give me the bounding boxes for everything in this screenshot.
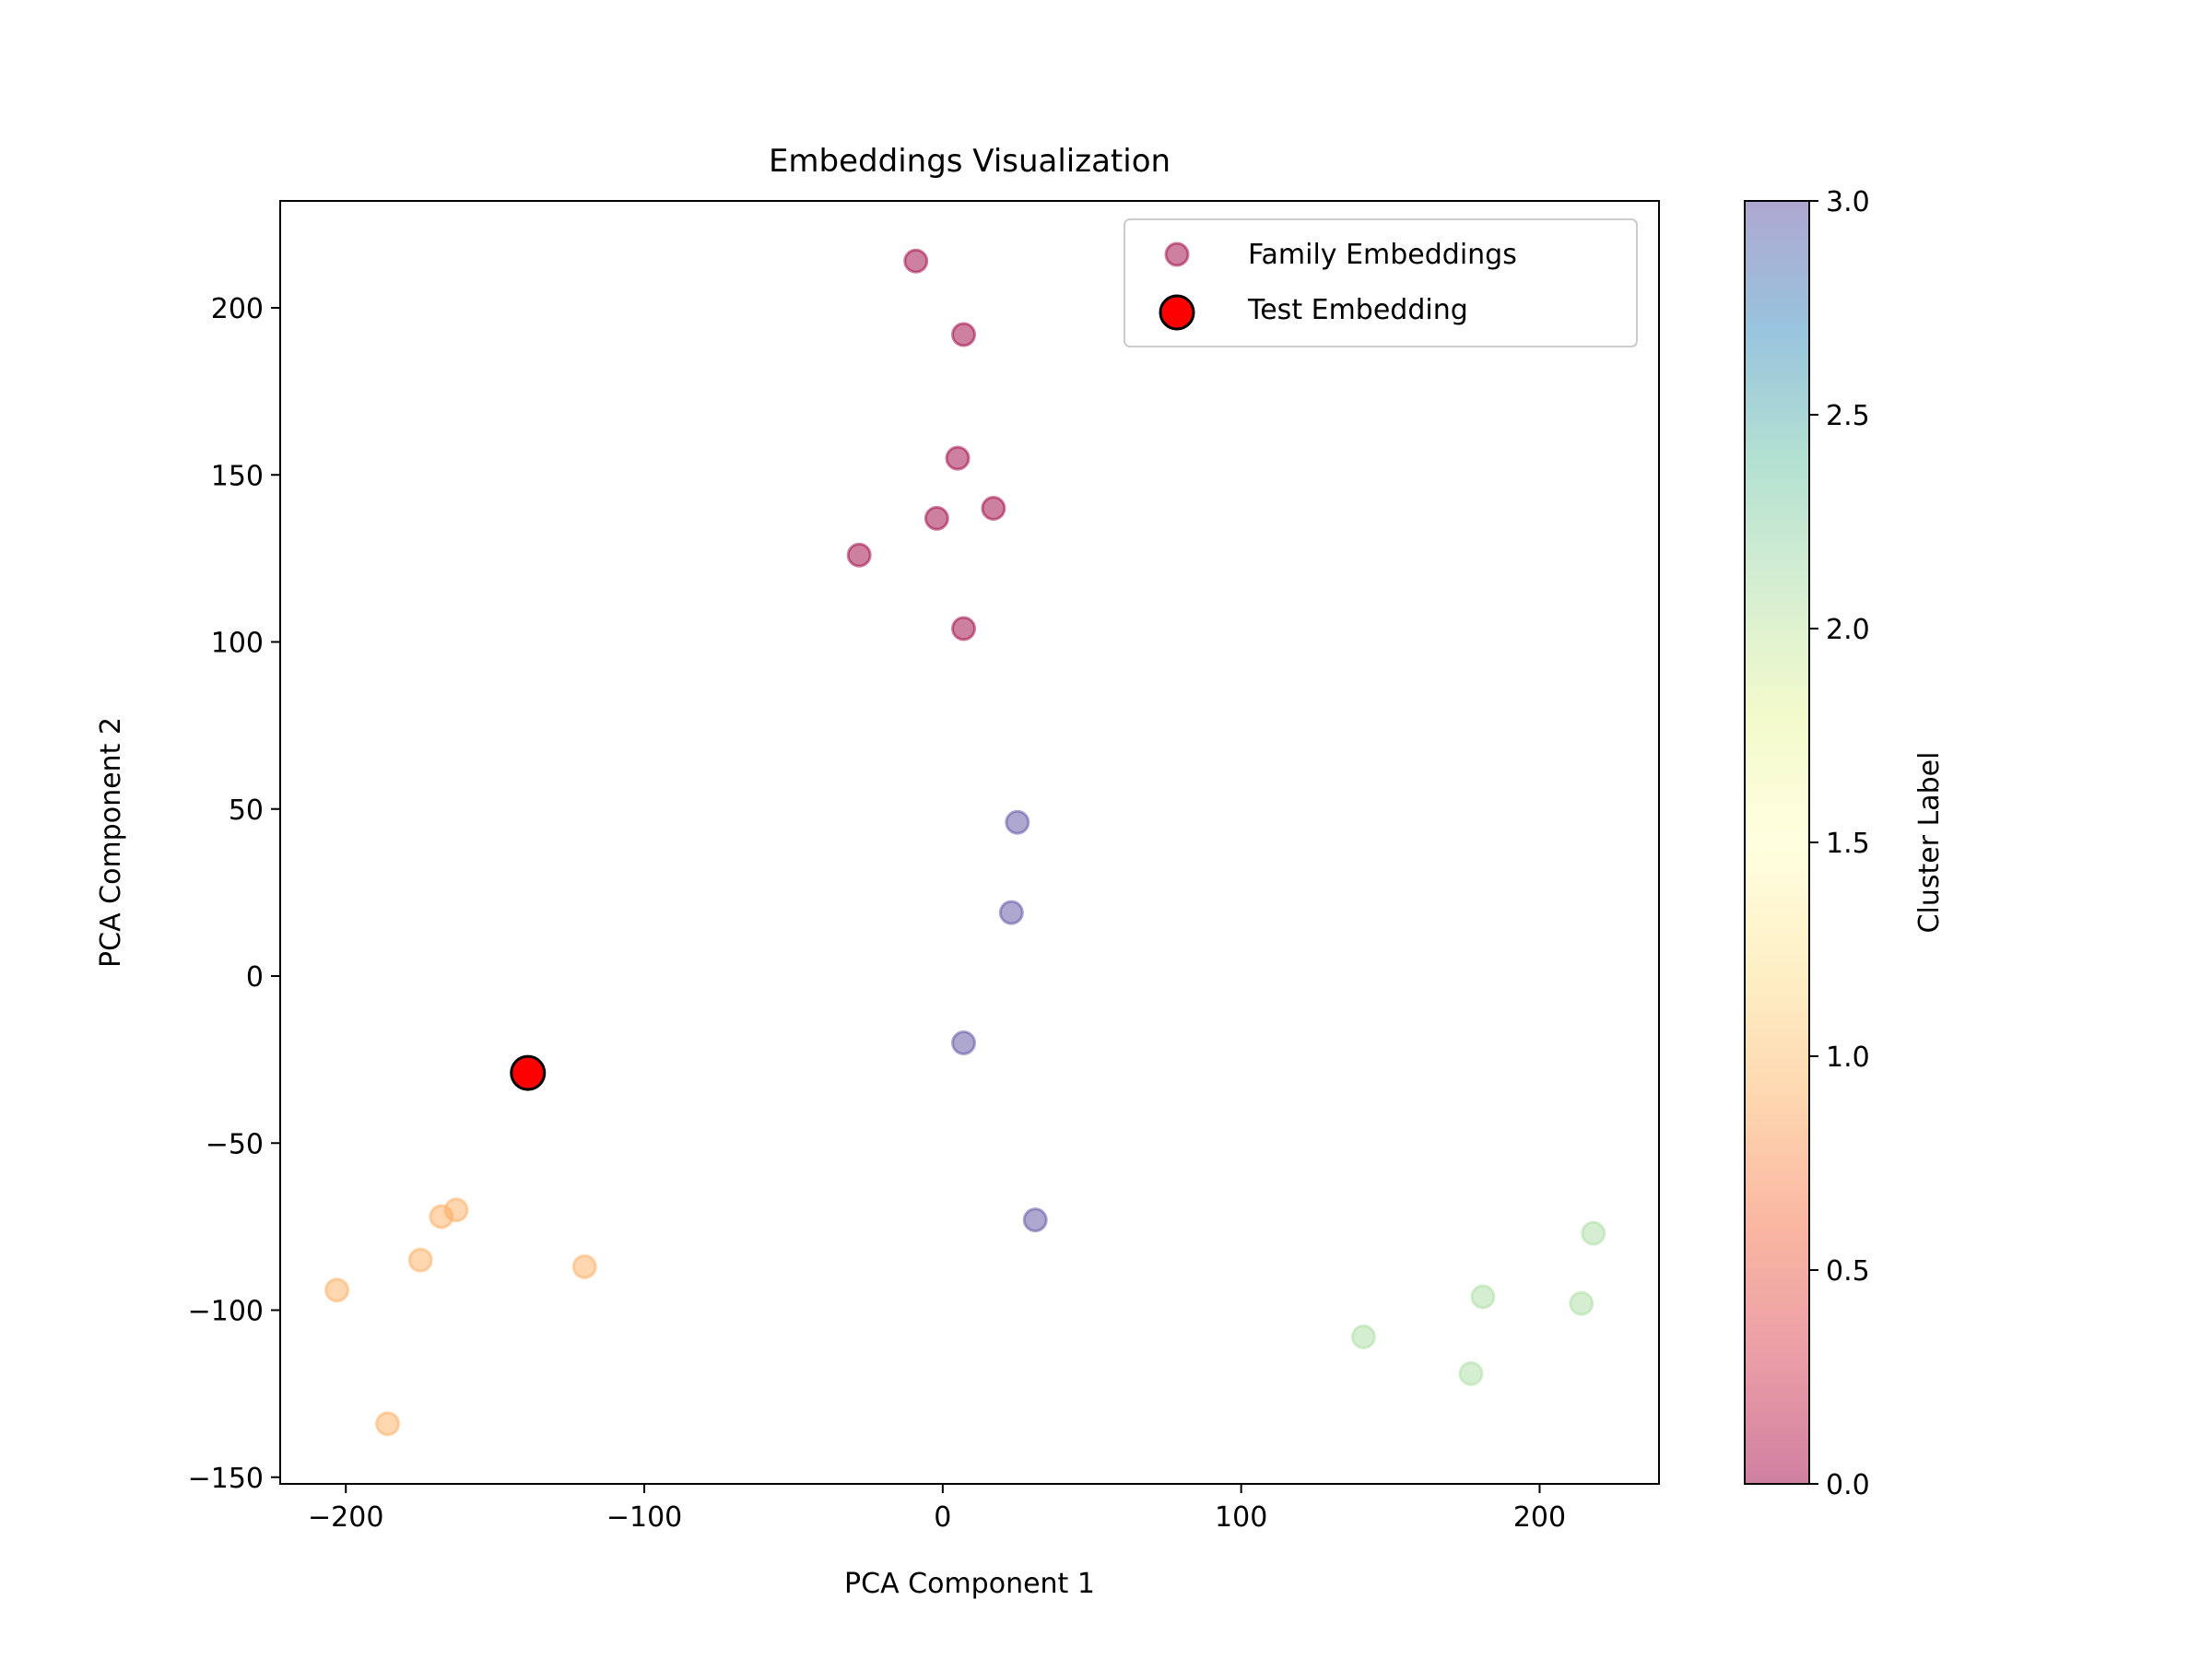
family-embedding-point — [945, 445, 971, 471]
family-embedding-point — [846, 542, 872, 568]
y-tick-label: 150 — [211, 460, 264, 492]
colorbar-gradient — [1744, 200, 1810, 1485]
family-embedding-point — [571, 1253, 597, 1279]
legend-box — [1124, 218, 1638, 347]
legend-test-marker — [1159, 294, 1195, 331]
family-embedding-point — [1022, 1207, 1048, 1233]
colorbar-tick-label: 3.0 — [1826, 186, 1870, 218]
family-embedding-point — [951, 616, 977, 641]
x-tick-label: 0 — [934, 1501, 951, 1534]
colorbar-tick-label: 1.0 — [1826, 1041, 1870, 1074]
legend-test-label: Test Embedding — [1247, 294, 1468, 326]
legend: Family Embeddings Test Embedding — [1124, 218, 1638, 347]
family-embedding-point — [924, 505, 949, 531]
plot-frame — [279, 200, 1660, 1485]
legend-family-marker — [1164, 241, 1190, 267]
x-tick-label: −200 — [308, 1501, 383, 1534]
y-tick-label: −50 — [206, 1128, 264, 1160]
y-tick-label: 0 — [246, 961, 264, 994]
colorbar: 0.0 0.5 1.0 1.5 2.0 2.5 3.0 Cluster Label — [1744, 186, 1946, 1501]
colorbar-label: Cluster Label — [1913, 752, 1946, 934]
y-tick-label: 100 — [211, 628, 264, 660]
colorbar-tick-label: 0.0 — [1826, 1469, 1870, 1501]
family-embedding-point — [375, 1411, 401, 1437]
legend-family-label: Family Embeddings — [1248, 239, 1517, 271]
family-embedding-point — [951, 322, 977, 347]
family-embedding-point — [429, 1204, 454, 1230]
family-embedding-point — [998, 900, 1024, 925]
x-axis-ticks: −200 −100 0 100 200 — [308, 1484, 1566, 1534]
y-axis-ticks: −150 −100 −50 0 50 100 150 200 — [188, 293, 280, 1495]
y-tick-label: −150 — [188, 1463, 264, 1495]
y-tick-label: 200 — [211, 293, 264, 325]
family-embedding-point — [1569, 1290, 1594, 1316]
family-embedding-point — [407, 1247, 433, 1273]
colorbar-tick-label: 2.0 — [1826, 614, 1870, 646]
family-embedding-point — [324, 1277, 350, 1303]
family-embedding-point — [981, 496, 1006, 521]
y-tick-label: 50 — [229, 794, 264, 827]
y-tick-label: −100 — [188, 1296, 264, 1328]
y-axis-label: PCA Component 2 — [95, 717, 127, 968]
family-embedding-point — [1470, 1284, 1496, 1310]
family-embedding-point — [1581, 1220, 1606, 1246]
family-embedding-point — [1005, 809, 1030, 835]
chart-title: Embeddings Visualization — [769, 143, 1171, 180]
x-tick-label: −100 — [606, 1501, 682, 1534]
colorbar-tick-label: 0.5 — [1826, 1255, 1870, 1288]
x-axis-label: PCA Component 1 — [844, 1568, 1095, 1600]
family-embedding-point — [1458, 1360, 1484, 1386]
x-tick-label: 100 — [1215, 1501, 1267, 1534]
family-embedding-point — [951, 1030, 977, 1055]
x-tick-label: 200 — [1513, 1501, 1566, 1534]
colorbar-tick-label: 2.5 — [1826, 400, 1870, 432]
colorbar-ticks: 0.0 0.5 1.0 1.5 2.0 2.5 3.0 — [1809, 186, 1870, 1501]
family-embedding-point — [903, 248, 929, 274]
points-layer — [324, 248, 1606, 1437]
family-embedding-point — [1350, 1324, 1376, 1349]
colorbar-tick-label: 1.5 — [1826, 828, 1870, 860]
test-embedding-point — [510, 1054, 547, 1091]
